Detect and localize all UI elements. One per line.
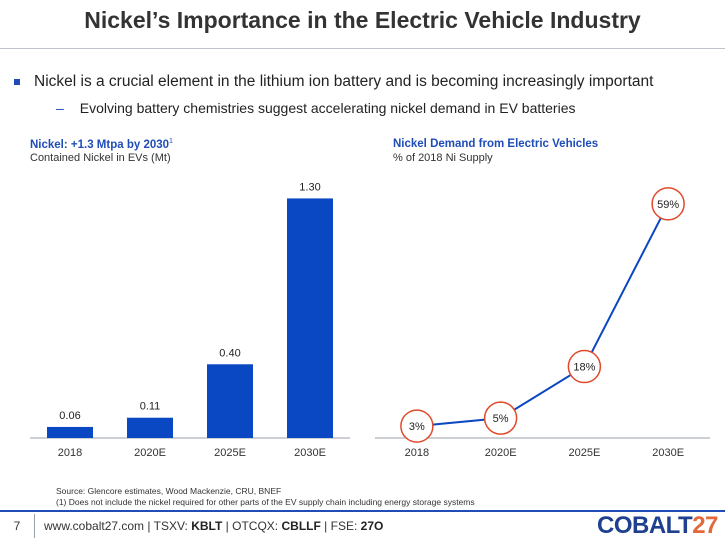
bar-tick-label: 2018 bbox=[58, 447, 82, 459]
separator: | bbox=[324, 519, 328, 533]
otcqx-label: OTCQX: bbox=[232, 519, 279, 533]
line-value-label: 18% bbox=[573, 362, 595, 374]
nickel-demand-line-chart: 3% 2018 5% 2020E 18% 2025E 59% 2030E bbox=[375, 187, 710, 459]
bar-value-label: 0.11 bbox=[140, 401, 161, 413]
main-bullet: Nickel is a crucial element in the lithi… bbox=[14, 73, 653, 91]
line-point-2018 bbox=[400, 409, 434, 443]
line-value-label: 5% bbox=[493, 413, 509, 425]
cobalt27-logo: COBALT27 bbox=[597, 512, 718, 540]
left-chart-title-text: Nickel: +1.3 Mtpa by 2030 bbox=[30, 138, 170, 151]
sub-bullet: – Evolving battery chemistries suggest a… bbox=[56, 100, 576, 116]
source-note: Source: Glencore estimates, Wood Mackenz… bbox=[56, 486, 475, 508]
bar-2025E bbox=[207, 364, 253, 438]
source-line: Source: Glencore estimates, Wood Mackenz… bbox=[56, 486, 282, 496]
fse-ticker: 27O bbox=[360, 519, 384, 533]
bar-tick-label: 2025E bbox=[214, 447, 246, 459]
website-link[interactable]: www.cobalt27.com bbox=[44, 519, 145, 533]
bar-2020E bbox=[127, 417, 173, 438]
title-divider bbox=[0, 48, 725, 49]
footer-info: www.cobalt27.com | TSXV: KBLT | OTCQX: C… bbox=[44, 519, 383, 533]
line-point-2030E bbox=[651, 187, 685, 221]
line-tick-label: 2020E bbox=[485, 447, 517, 459]
bar-tick-label: 2020E bbox=[134, 447, 166, 459]
page-number: 7 bbox=[0, 514, 35, 538]
line-tick-label: 2018 bbox=[405, 447, 429, 459]
footnote-line: (1) Does not include the nickel required… bbox=[56, 497, 475, 507]
line-tick-label: 2025E bbox=[568, 447, 600, 459]
bar-value-label: 0.06 bbox=[59, 410, 80, 422]
left-chart-title: Nickel: +1.3 Mtpa by 20301 bbox=[30, 138, 173, 151]
right-chart-subtitle: % of 2018 Ni Supply bbox=[393, 152, 493, 164]
fse-label: FSE: bbox=[330, 519, 358, 533]
demand-series-line bbox=[416, 203, 670, 428]
line-point-2025E bbox=[567, 349, 602, 384]
nickel-bar-chart: 0.06 2018 0.11 2020E 0.40 2025E 1.30 2030E bbox=[30, 181, 350, 459]
logo-word: COBALT bbox=[597, 512, 693, 539]
line-point-2020E bbox=[483, 401, 518, 435]
logo-number: 27 bbox=[692, 512, 718, 539]
right-chart-title: Nickel Demand from Electric Vehicles bbox=[393, 138, 599, 150]
main-bullet-text: Nickel is a crucial element in the lithi… bbox=[34, 73, 654, 90]
bar-value-label: 1.30 bbox=[299, 181, 320, 193]
footer-divider bbox=[0, 510, 725, 512]
otcqx-ticker: CBLLF bbox=[281, 519, 321, 533]
tsxv-ticker: KBLT bbox=[191, 519, 223, 533]
bar-2030E bbox=[287, 198, 333, 438]
line-value-label: 3% bbox=[409, 421, 425, 433]
line-tick-label: 2030E bbox=[652, 447, 684, 459]
square-bullet-icon bbox=[14, 79, 20, 85]
tsxv-label: TSXV: bbox=[153, 519, 188, 533]
footnote-marker: 1 bbox=[169, 138, 173, 145]
left-chart-subtitle: Contained Nickel in EVs (Mt) bbox=[30, 152, 171, 164]
separator: | bbox=[147, 519, 151, 533]
bar-value-label: 0.40 bbox=[219, 347, 240, 359]
dash-bullet-icon: – bbox=[56, 100, 64, 116]
page-title: Nickel’s Importance in the Electric Vehi… bbox=[84, 7, 641, 33]
line-value-label: 59% bbox=[657, 199, 679, 211]
sub-bullet-text: Evolving battery chemistries suggest acc… bbox=[79, 100, 576, 116]
separator: | bbox=[225, 519, 229, 533]
bar-2018 bbox=[47, 426, 93, 438]
bar-tick-label: 2030E bbox=[294, 447, 326, 459]
